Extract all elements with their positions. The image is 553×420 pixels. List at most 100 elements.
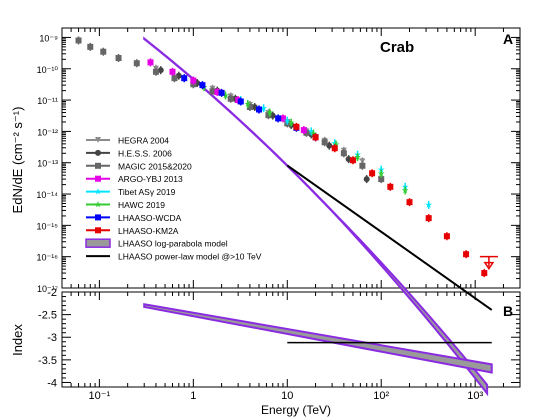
legend-label: H.E.S.S. 2006	[118, 148, 172, 158]
legend-label: ARGO-YBJ 2013	[118, 174, 183, 184]
data-point-square	[246, 104, 253, 111]
data-point-square	[75, 37, 82, 44]
legend-label: MAGIC 2015&2020	[118, 161, 192, 171]
data-point-square	[95, 214, 101, 221]
power-law-model-line	[286, 164, 493, 311]
data-point-square	[115, 55, 122, 62]
data-point-square	[321, 139, 328, 146]
data-point-square	[169, 68, 176, 75]
data-point-square	[218, 89, 225, 96]
data-point-triangle	[95, 137, 101, 143]
data-point-star	[260, 104, 267, 112]
legend-label: Tibet ASγ 2019	[118, 187, 176, 197]
data-point-star	[425, 201, 433, 208]
data-point-square	[463, 251, 470, 258]
data-point-square	[349, 157, 356, 164]
data-point-square	[265, 112, 272, 119]
data-point-square	[227, 95, 234, 102]
panel-b-frame	[61, 291, 521, 388]
data-point-star	[222, 91, 229, 99]
axis-ticks: 10⁻¹ 1 10 10² 10³ 10⁻¹⁷ 10⁻¹⁶ 10⁻¹⁵ 10⁻¹⁴ 10⁻¹³ 10…	[36, 27, 521, 402]
data-point-square	[181, 75, 188, 82]
index-log-parabola-band	[143, 303, 493, 374]
data-point-star	[94, 200, 102, 208]
y-axis-label-a: EdN/dE (cm⁻² s⁻¹)	[10, 107, 25, 214]
x-tick-label: 1	[190, 390, 196, 402]
data-point-star	[401, 183, 409, 190]
data-point-square	[406, 199, 413, 206]
data-point-square	[171, 75, 178, 82]
data-point-circle	[157, 67, 164, 74]
data-point-square	[199, 82, 206, 89]
y-tick-label-a: 10⁻¹⁰	[37, 65, 59, 75]
data-point-square	[214, 89, 221, 96]
data-point-star	[401, 186, 409, 194]
data-point-star	[377, 166, 385, 173]
y-tick-label-a: 10⁻¹⁷	[37, 284, 58, 294]
panel-a-frame	[61, 27, 521, 289]
x-tick-label: 10⁻¹	[89, 390, 111, 402]
y-tick-label-a: 10⁻¹³	[37, 159, 58, 169]
data-point-square	[95, 175, 101, 182]
y-tick-label-a: 10⁻¹⁶	[37, 253, 59, 263]
data-point-star	[377, 170, 385, 177]
legend-swatch-band	[85, 238, 111, 248]
annotation-crab: Crab	[380, 39, 414, 56]
data-point-square	[369, 170, 376, 177]
legend-label: LHAASO-WCDA	[118, 213, 182, 223]
x-axis-label: Energy (TeV)	[261, 403, 331, 417]
legend-label: LHAASO power-law model @>10 TeV	[118, 252, 262, 262]
x-tick-label: 10	[281, 390, 293, 402]
y-tick-label-a: 10⁻¹¹	[37, 96, 58, 106]
upper-limit-arrow	[483, 261, 495, 271]
data-point-square	[209, 88, 216, 95]
data-point-circle	[363, 176, 370, 183]
data-point-star	[287, 119, 295, 126]
y-tick-label-b: -3.5	[38, 355, 57, 367]
axis-labels: Crab A B EdN/dE (cm⁻² s⁻¹) Index Energy (TeV)	[10, 31, 513, 417]
legend-label: LHAASO-KM2A	[118, 226, 179, 236]
data-point-square	[255, 106, 262, 113]
y-tick-label-a: 10⁻¹²	[37, 127, 58, 137]
data-point-square	[87, 43, 94, 50]
y-tick-label-b: -3	[47, 332, 57, 344]
data-point-square	[378, 176, 385, 183]
data-point-star	[266, 108, 274, 116]
data-point-square	[340, 150, 347, 157]
y-tick-label-b: -2	[47, 287, 57, 299]
data-point-square	[237, 98, 244, 105]
data-point-square	[275, 115, 282, 122]
data-point-star	[307, 127, 315, 135]
data-point-square	[300, 127, 307, 134]
data-marks	[75, 36, 498, 278]
panel-label-b: B	[503, 303, 513, 319]
y-tick-label-b: -2.5	[38, 310, 57, 322]
data-point-square	[95, 227, 101, 234]
data-point-square	[147, 59, 154, 66]
data-point-star	[331, 139, 339, 147]
data-point-star	[310, 130, 317, 137]
y-tick-label-b: -4	[47, 377, 57, 389]
data-point-square	[481, 270, 488, 277]
data-point-star	[94, 188, 102, 195]
log-parabola-model-band	[143, 36, 489, 397]
data-point-star	[332, 141, 340, 148]
log-parabola-band-a	[143, 36, 493, 397]
data-point-square	[100, 48, 107, 55]
y-axis-label-b: Index	[10, 324, 25, 356]
data-point-star	[244, 100, 252, 107]
data-point-square	[425, 215, 432, 222]
data-point-square	[387, 183, 394, 190]
data-point-square	[133, 60, 140, 67]
data-point-square	[443, 233, 450, 240]
panel-b-index	[143, 303, 493, 374]
plot-frames	[61, 27, 521, 388]
data-point-star	[354, 153, 361, 161]
y-tick-label-a: 10⁻¹⁵	[37, 221, 59, 231]
data-point-circle	[326, 142, 333, 149]
legend-label: HEGRA 2004	[118, 136, 169, 146]
legend-label: HAWC 2019	[118, 200, 165, 210]
y-tick-label-a: 10⁻⁹	[39, 33, 58, 43]
data-point-square	[331, 145, 338, 152]
